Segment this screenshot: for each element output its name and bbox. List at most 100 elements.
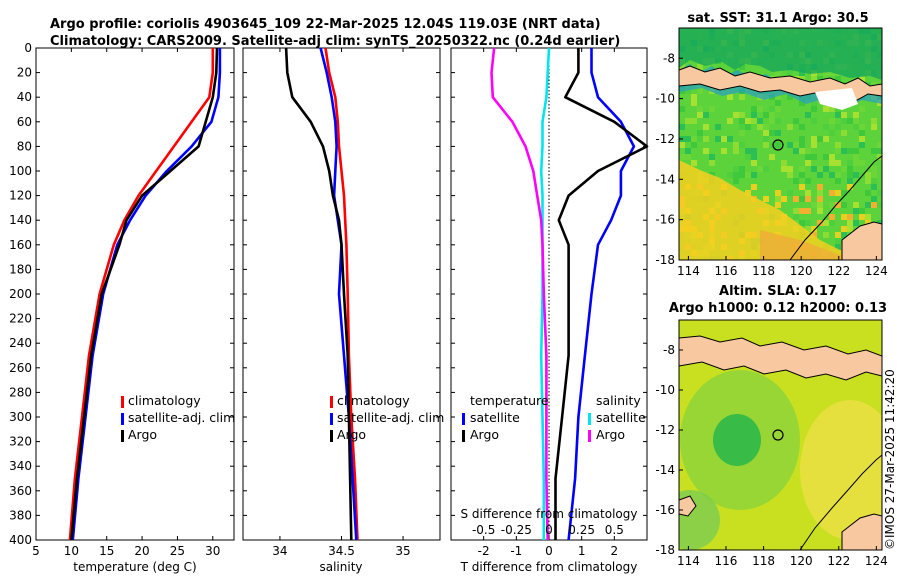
sst-pixel	[709, 154, 715, 160]
sst-pixel	[775, 142, 781, 148]
legend-satellite-label: satellite-adj. clim	[128, 410, 235, 425]
depth-tick-label: 140	[9, 213, 32, 227]
sst-pixel	[805, 208, 811, 214]
lon-tick-label: 124	[865, 554, 888, 568]
t-diff-tick-label: 1	[578, 544, 586, 558]
sst-pixel	[799, 142, 805, 148]
sst-pixel	[703, 124, 709, 130]
sst-pixel	[751, 172, 757, 178]
legend-salinity-title: salinity	[596, 393, 641, 408]
depth-tick-label: 400	[9, 533, 32, 547]
sst-pixel	[847, 160, 853, 166]
sst-pixel	[787, 166, 793, 172]
sst-pixel	[865, 178, 871, 184]
sst-pixel	[829, 202, 835, 208]
lat-tick-label: -10	[655, 92, 675, 106]
sst-pixel	[799, 70, 805, 76]
sst-argo-marker	[772, 139, 784, 151]
sst-pixel	[769, 106, 775, 112]
legend-climatology-swatch	[330, 396, 333, 408]
sst-pixel	[763, 124, 769, 130]
sst-pixel	[853, 124, 859, 130]
sst-pixel	[835, 190, 841, 196]
sst-pixel	[877, 142, 882, 148]
sla-map-title-line2: Argo h1000: 0.12 h2000: 0.13	[669, 301, 887, 316]
sst-pixel	[775, 100, 781, 106]
sst-pixel	[757, 106, 763, 112]
sla-high-region	[800, 400, 882, 540]
sst-pixel	[679, 106, 685, 112]
sst-pixel	[787, 172, 793, 178]
sst-pixel	[823, 232, 829, 238]
sst-pixel	[775, 202, 781, 208]
sst-pixel	[853, 118, 859, 124]
lon-tick-label: 114	[677, 554, 700, 568]
sst-pixel	[799, 76, 805, 82]
sst-pixel	[751, 118, 757, 124]
sst-pixel	[679, 124, 685, 130]
sst-pixel	[727, 136, 733, 142]
sst-pixel	[841, 226, 847, 232]
depth-tick-label: 160	[9, 238, 32, 252]
legend-climatology-label: climatology	[337, 393, 410, 408]
sst-pixel	[793, 178, 799, 184]
sst-pixel	[703, 136, 709, 142]
lon-tick-label: 124	[865, 264, 888, 278]
sst-pixel	[811, 226, 817, 232]
t-diff-tick-label: 2	[611, 544, 619, 558]
lon-tick-label: 116	[715, 264, 738, 278]
lon-tick-label: 114	[677, 264, 700, 278]
sst-pixel	[775, 196, 781, 202]
sst-pixel	[739, 94, 745, 100]
sst-pixel	[823, 154, 829, 160]
sst-australia-land	[841, 221, 882, 260]
sst-pixel	[715, 124, 721, 130]
sst-pixel	[751, 184, 757, 190]
sst-pixel	[811, 154, 817, 160]
series-line-salinity-argo	[490, 47, 549, 541]
sst-pixel	[739, 124, 745, 130]
sst-pixel	[871, 196, 877, 202]
lat-tick-label: -12	[655, 423, 675, 437]
depth-tick-label: 280	[9, 385, 32, 399]
sst-pixel	[859, 124, 865, 130]
sla-australia-land	[841, 513, 882, 550]
lat-tick-label: -8	[663, 343, 675, 357]
sst-pixel	[847, 214, 853, 220]
sst-pixel	[811, 76, 817, 82]
sst-pixel	[871, 166, 877, 172]
sst-pixel	[721, 136, 727, 142]
sst-pixel	[799, 196, 805, 202]
depth-tick-label: 0	[24, 41, 32, 55]
sst-pixel	[847, 172, 853, 178]
sst-pixel	[787, 142, 793, 148]
sst-pixel	[685, 148, 691, 154]
sst-pixel	[769, 118, 775, 124]
sla-map-frame	[678, 319, 883, 551]
s-diff-tick-label: 0.25	[568, 523, 595, 537]
sst-pixel	[853, 172, 859, 178]
legend-satellite-swatch	[121, 413, 124, 425]
sst-missing-data	[815, 88, 858, 110]
sst-pixel	[865, 190, 871, 196]
sst-pixel	[829, 106, 835, 112]
lat-tick-label: -8	[663, 51, 675, 65]
depth-tick-label: 260	[9, 361, 32, 375]
sst-pixel	[871, 178, 877, 184]
sst-pixel	[817, 190, 823, 196]
sst-pixel	[679, 154, 685, 160]
sst-pixel	[817, 184, 823, 190]
depth-tick-label: 80	[17, 139, 32, 153]
sst-pixel	[847, 178, 853, 184]
sst-pixel	[811, 136, 817, 142]
sst-pixel	[853, 202, 859, 208]
sst-pixel	[865, 202, 871, 208]
depth-tick-label: 360	[9, 484, 32, 498]
x-tick-label: 25	[170, 544, 185, 558]
sst-pixel	[691, 118, 697, 124]
legend-climatology-swatch	[121, 396, 124, 408]
legend-t-argo-swatch	[462, 430, 465, 442]
sst-pixel	[811, 166, 817, 172]
lat-tick-label: -18	[655, 253, 675, 267]
legend-temperature-title: temperature	[470, 393, 549, 408]
